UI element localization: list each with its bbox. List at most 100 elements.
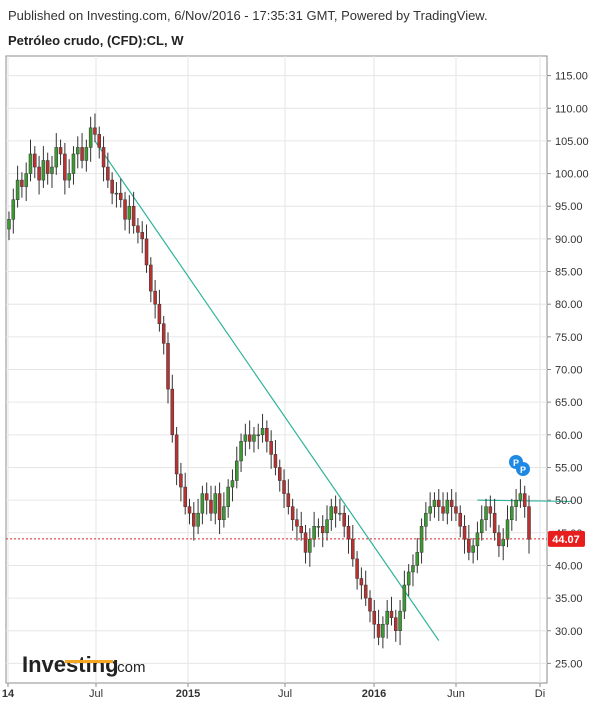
candle-body xyxy=(522,493,527,507)
candle-body xyxy=(54,147,59,168)
candle-body xyxy=(106,166,110,181)
candle-body xyxy=(312,526,316,540)
last-price-value: 44.07 xyxy=(552,534,580,546)
candle-body xyxy=(385,610,389,625)
candle-body xyxy=(20,179,24,187)
candle-body xyxy=(200,493,205,514)
candle-body xyxy=(406,571,411,586)
candle-body xyxy=(458,512,462,527)
candle-body xyxy=(518,493,523,501)
candle-body xyxy=(88,127,93,148)
candle-body xyxy=(71,153,76,174)
pp-marker-circle-2 xyxy=(516,462,530,476)
candle-body xyxy=(127,205,132,220)
pp-marker[interactable]: P P xyxy=(509,455,530,476)
candle-body xyxy=(161,323,166,344)
candle-body xyxy=(329,506,334,520)
candle-body xyxy=(299,526,303,534)
candle-body xyxy=(389,610,394,618)
watermark-suffix: .com xyxy=(113,659,146,676)
candle-body xyxy=(376,623,381,638)
candle-body xyxy=(123,199,127,220)
candle-body xyxy=(15,179,20,200)
candle-body xyxy=(170,388,175,436)
candle-body xyxy=(157,303,162,325)
candle-body xyxy=(355,558,359,579)
watermark-brand: Investing xyxy=(22,652,119,677)
y-tick-label: 100.00 xyxy=(555,169,589,181)
y-tick-label: 35.00 xyxy=(555,593,583,605)
candle-body xyxy=(256,434,261,437)
candle-body xyxy=(510,506,514,520)
candle-body xyxy=(118,192,123,200)
candle-body xyxy=(351,539,355,560)
candle-body xyxy=(45,160,50,174)
candle-body xyxy=(217,493,222,520)
candle-body xyxy=(222,506,226,520)
candle-body xyxy=(415,552,420,566)
candle-body xyxy=(277,467,282,481)
candle-body xyxy=(84,147,89,161)
pp-marker-label-1: P xyxy=(513,458,519,468)
candle-body xyxy=(153,290,157,305)
candle-body xyxy=(432,499,437,507)
watermark-underline xyxy=(65,660,113,663)
candle-body xyxy=(449,499,454,507)
y-tick-label: 70.00 xyxy=(555,365,583,377)
candle-body xyxy=(269,441,273,455)
candle-body xyxy=(492,512,497,534)
candle-body xyxy=(37,166,41,181)
candle-body xyxy=(372,610,377,625)
candle-body xyxy=(338,512,342,515)
y-tick-label: 95.00 xyxy=(555,201,583,213)
candle-body xyxy=(166,343,170,390)
candle-body xyxy=(67,173,71,181)
candle-body xyxy=(41,160,46,181)
candle-body xyxy=(325,519,329,534)
candle-body xyxy=(479,519,484,534)
candle-body xyxy=(316,526,321,528)
y-tick-label: 85.00 xyxy=(555,267,583,279)
investing-watermark: Investing .com xyxy=(22,652,146,677)
candle-body xyxy=(196,512,200,527)
candle-body xyxy=(505,519,510,540)
candle-body xyxy=(204,493,209,501)
y-tick-label: 115.00 xyxy=(555,71,588,83)
candle-body xyxy=(467,539,471,553)
candle-body xyxy=(402,584,407,612)
candle-body xyxy=(488,506,493,514)
candle-body xyxy=(28,153,33,174)
candles xyxy=(7,113,531,649)
candle-body xyxy=(243,434,248,442)
candle-body xyxy=(436,499,441,507)
candle-body xyxy=(424,512,428,527)
candle-body xyxy=(114,192,119,195)
y-tick-label: 50.00 xyxy=(555,495,583,507)
candle-body xyxy=(101,147,106,168)
candle-body xyxy=(235,460,239,481)
candle-body xyxy=(527,506,531,540)
candle-body xyxy=(286,493,291,507)
candle-body xyxy=(131,205,136,227)
candle-body xyxy=(273,454,278,468)
candle-body xyxy=(282,480,286,494)
candle-body xyxy=(394,617,398,631)
candle-body xyxy=(260,428,265,436)
last-price-badge-bg xyxy=(548,530,585,547)
candle-body xyxy=(514,499,518,507)
x-tick-label: Jul xyxy=(278,688,292,700)
y-tick-label: 25.00 xyxy=(555,658,583,670)
candle-body xyxy=(462,526,467,540)
candle-body xyxy=(290,506,295,520)
published-header: Published on Investing.com, 6/Nov/2016 -… xyxy=(8,8,488,23)
candle-body xyxy=(346,526,351,540)
x-tick-label: Jun xyxy=(447,688,465,700)
candle-body xyxy=(368,597,372,612)
x-tick-label: Jul xyxy=(89,688,103,700)
candle-body xyxy=(428,506,432,514)
candle-body xyxy=(174,434,179,475)
grid-lines xyxy=(6,56,547,683)
candle-body xyxy=(441,506,445,514)
candle-body xyxy=(24,173,28,187)
